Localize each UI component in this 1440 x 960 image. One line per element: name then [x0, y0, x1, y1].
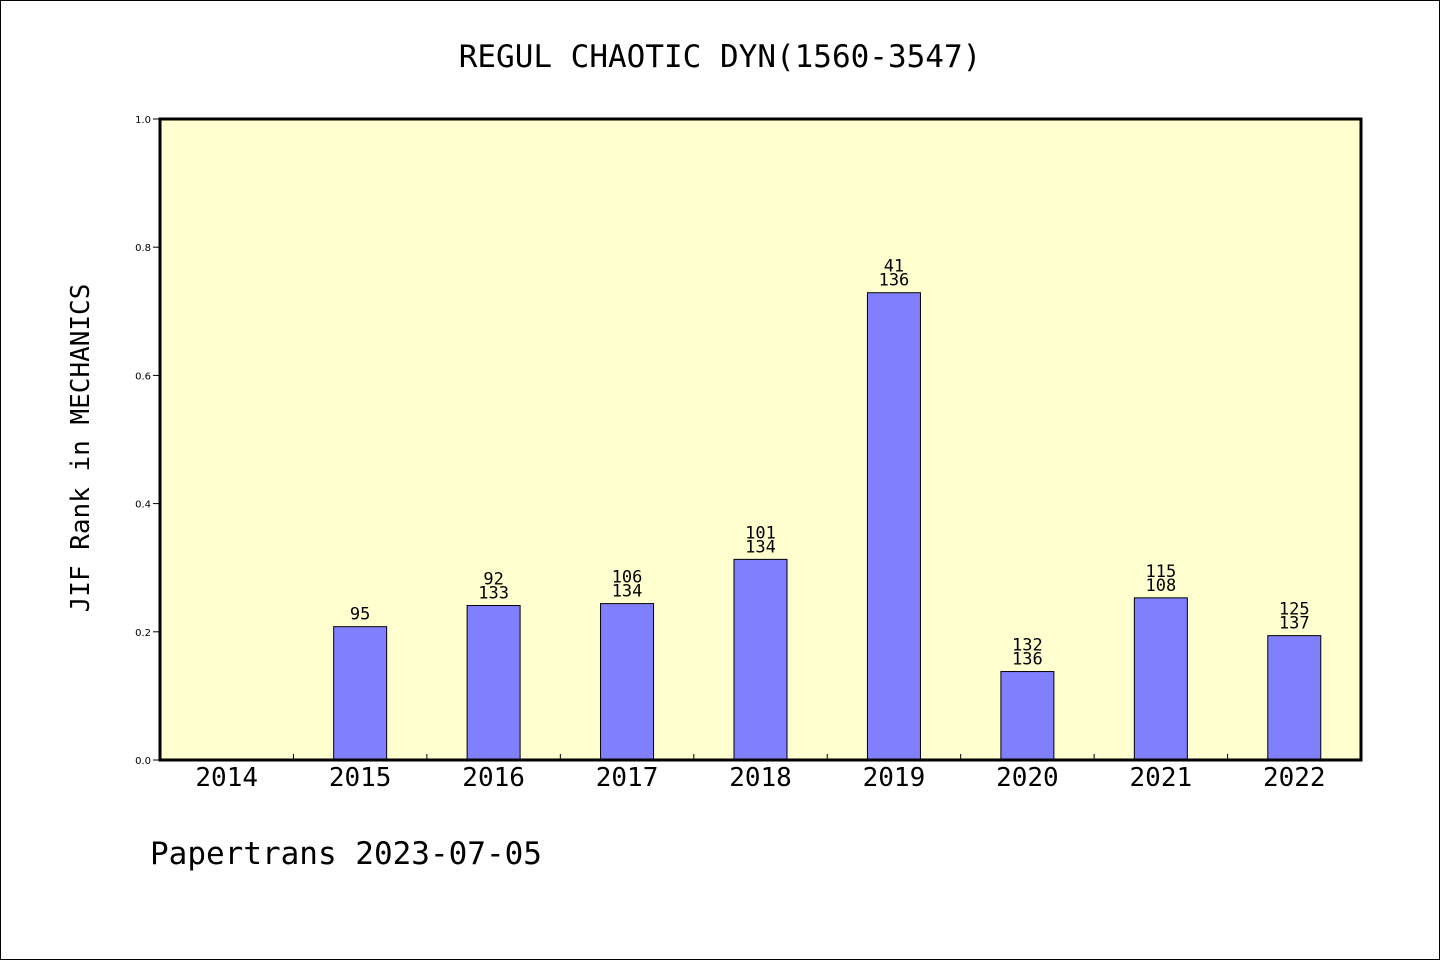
bar-2020 — [1000, 671, 1055, 761]
bar-2018 — [733, 558, 788, 761]
y-axis-label: JIF Rank in MECHANICS — [66, 284, 96, 613]
data-label: 115 — [1145, 562, 1176, 582]
y-tick-label: 0.4 — [135, 500, 151, 511]
x-axis: 2014 2015 2016 2017 2018 2019 2020 2021 2022 — [195, 754, 1326, 793]
data-label: 133 — [478, 584, 509, 604]
y-axis: 0.0 0.2 0.4 0.6 0.8 1.0 — [135, 115, 160, 767]
bar-2017 — [600, 603, 655, 761]
bar-2021 — [1133, 597, 1188, 761]
x-tick-label: 2021 — [1130, 763, 1193, 793]
data-label: 106 — [612, 568, 643, 588]
bar-series — [333, 292, 1322, 761]
data-label: 134 — [745, 537, 776, 557]
x-tick-label: 2022 — [1263, 763, 1326, 793]
bar-2019 — [866, 292, 921, 761]
data-label: 95 — [350, 605, 370, 625]
plot-border — [158, 117, 1363, 762]
bar-2015 — [333, 626, 388, 761]
data-labels: 9592133106134101134411361321361151081251… — [350, 257, 1310, 670]
data-label: 134 — [612, 582, 643, 602]
bar-2022 — [1267, 635, 1322, 761]
y-tick-label: 0.2 — [135, 628, 151, 639]
chart-title: REGUL CHAOTIC DYN(1560-3547) — [459, 39, 982, 75]
data-label: 108 — [1145, 576, 1176, 596]
x-tick-label: 2020 — [996, 763, 1059, 793]
data-label: 101 — [745, 523, 776, 543]
footer-credit: Papertrans 2023-07-05 — [150, 836, 542, 872]
y-tick-label: 0.8 — [135, 243, 151, 254]
data-label: 41 — [884, 257, 904, 277]
x-tick-label: 2014 — [195, 763, 258, 793]
x-tick-label: 2017 — [596, 763, 659, 793]
data-label: 125 — [1279, 600, 1310, 620]
y-tick-label: 0.6 — [135, 371, 151, 382]
data-label: 136 — [1012, 650, 1043, 670]
x-tick-label: 2019 — [863, 763, 926, 793]
data-label: 137 — [1279, 614, 1310, 634]
data-label: 92 — [483, 570, 503, 590]
data-label: 132 — [1012, 636, 1043, 656]
bar-2016 — [466, 605, 521, 761]
x-tick-label: 2018 — [729, 763, 792, 793]
data-label: 136 — [879, 271, 910, 291]
x-tick-label: 2016 — [462, 763, 525, 793]
x-tick-label: 2015 — [329, 763, 392, 793]
y-tick-label: 1.0 — [135, 115, 151, 126]
y-tick-label: 0.0 — [135, 756, 151, 767]
